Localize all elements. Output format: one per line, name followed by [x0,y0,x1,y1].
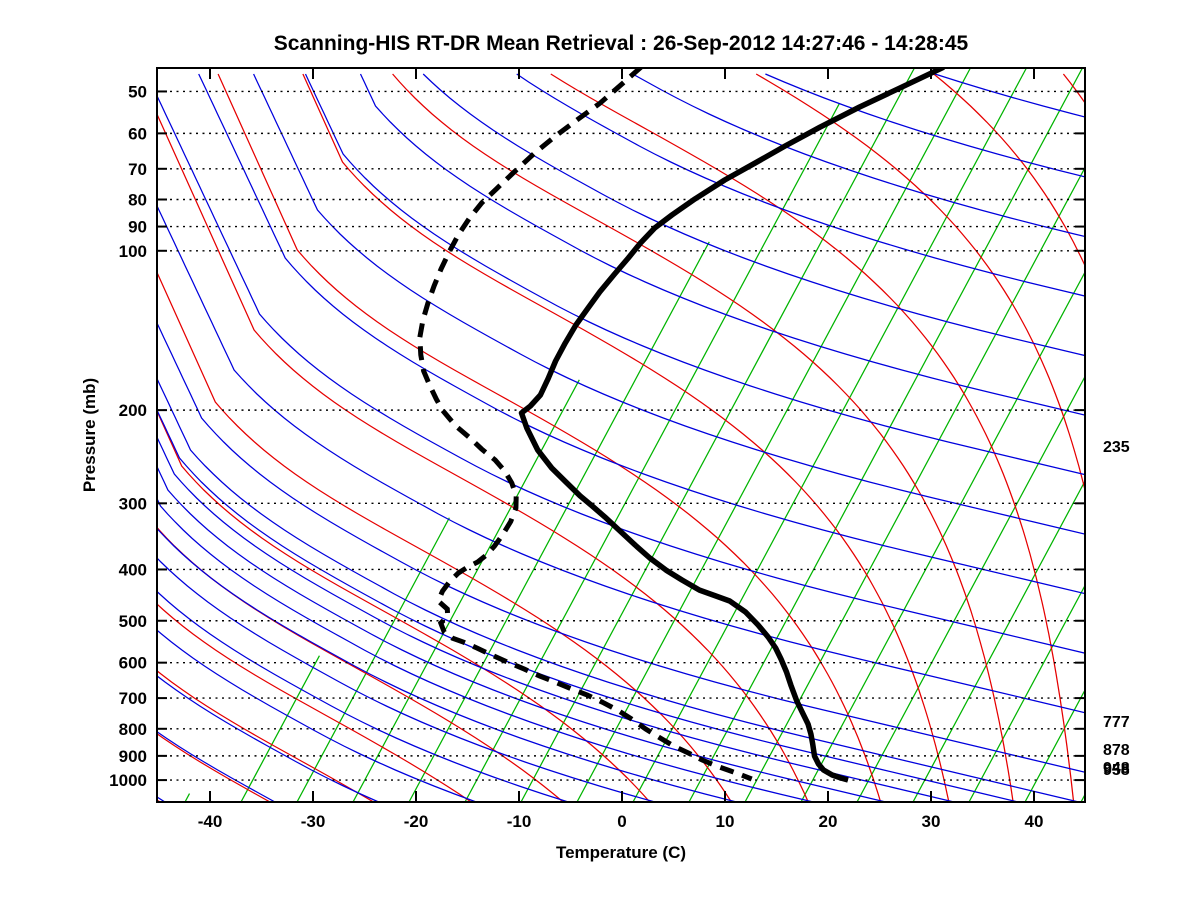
temperature-tick-label: -20 [404,812,429,831]
chart-title: Scanning-HIS RT-DR Mean Retrieval : 26-S… [274,32,969,55]
pressure-tick-label: 600 [119,654,147,673]
axis-ticks [157,68,1085,802]
pressure-tick-label: 200 [119,401,147,420]
right-pressure-label: 948 [1103,760,1130,777]
pressure-tick-label: 1000 [109,771,147,790]
temperature-tick-label: 10 [716,812,735,831]
temperature-tick-label: 0 [617,812,626,831]
pressure-tick-label: 300 [119,494,147,513]
temperature-tick-label: -30 [301,812,326,831]
pressure-tick-label: 70 [128,160,147,179]
temperature-tick-label: 40 [1025,812,1044,831]
right-pressure-label: 235 [1103,439,1130,456]
pressure-tick-label: 700 [119,689,147,708]
dry-adiabat-lines [157,73,1085,802]
pressure-tick-labels: 50 60 70 80 90 100 200 300 400 500 600 700 800 900 100… [109,82,147,790]
pressure-tick-label: 90 [128,218,147,237]
temperature-tick-labels: -40 -30 -20 -10 0 10 20 30 40 [198,812,1044,831]
right-pressure-label: 878 [1103,742,1130,759]
temperature-curve [518,68,945,783]
pressure-tick-label: 800 [119,720,147,739]
temperature-tick-label: -40 [198,812,223,831]
pressure-tick-label: 60 [128,124,147,143]
right-pressure-label: 958 [1103,762,1130,779]
pressure-tick-label: 400 [119,560,147,579]
y-axis-title: Pressure (mb) [80,378,99,492]
right-pressure-label: 777 [1103,714,1130,731]
pressure-tick-label: 900 [119,747,147,766]
temperature-tick-label: 20 [819,812,838,831]
pressure-tick-label: 100 [119,242,147,261]
dewpoint-curve [417,68,753,782]
x-axis-title: Temperature (C) [556,843,686,862]
pressure-tick-label: 80 [128,190,147,209]
temperature-tick-label: -10 [507,812,532,831]
temperature-tick-label: 30 [922,812,941,831]
pressure-tick-label: 50 [128,82,147,101]
pressure-tick-label: 500 [119,612,147,631]
